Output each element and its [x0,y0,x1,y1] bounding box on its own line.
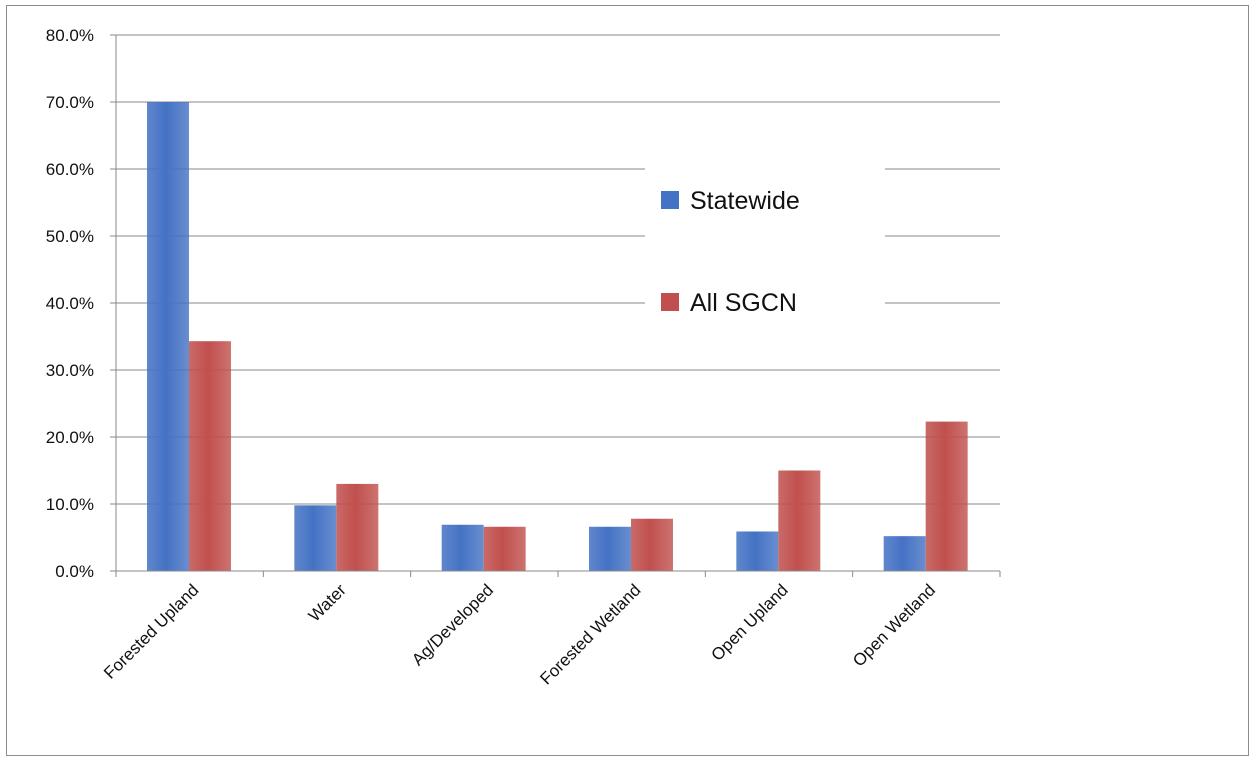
bar-statewide [589,526,631,571]
y-tick-label: 50.0% [46,227,94,246]
legend: Statewide All SGCN [645,160,885,335]
y-tick-label: 40.0% [46,294,94,313]
bar-statewide [441,524,484,571]
bar-all-sgcn [189,341,231,571]
y-tick-label: 20.0% [46,428,94,447]
legend-swatch-statewide [661,191,679,209]
bar-all-sgcn [631,518,673,571]
y-tick-label: 80.0% [46,26,94,45]
x-tick-label: Open Wetland [849,580,939,670]
legend-label: Statewide [690,187,800,215]
bars [147,102,968,571]
y-tick-label: 70.0% [46,93,94,112]
bar-all-sgcn [336,483,379,571]
bar-all-sgcn [925,421,968,571]
x-tick-labels: Forested Upland Water Ag/Developed Forested… [100,580,939,688]
bar-all-sgcn [778,470,821,571]
bar-statewide [883,536,926,571]
x-tick-label: Forested Wetland [536,580,644,688]
x-tick-label: Ag/Developed [408,580,497,669]
x-tick-label: Water [305,580,350,625]
bar-statewide [736,531,779,571]
bar-statewide [147,102,189,571]
bar-all-sgcn [483,526,526,571]
legend-swatch-all-sgcn [661,293,679,311]
bar-statewide [294,505,337,571]
gridlines [110,34,1001,577]
y-tick-label: 0.0% [55,562,94,581]
axes [115,35,1000,572]
x-tick-label: Forested Upland [100,580,202,682]
y-tick-labels: 0.0% 10.0% 20.0% 30.0% 40.0% 50.0% 60.0% 70.0% 8… [46,26,94,581]
legend-background [645,160,885,335]
legend-label: All SGCN [690,289,797,317]
x-tick-label: Open Upland [708,580,792,664]
y-tick-label: 30.0% [46,361,94,380]
y-tick-label: 10.0% [46,495,94,514]
y-tick-label: 60.0% [46,160,94,179]
